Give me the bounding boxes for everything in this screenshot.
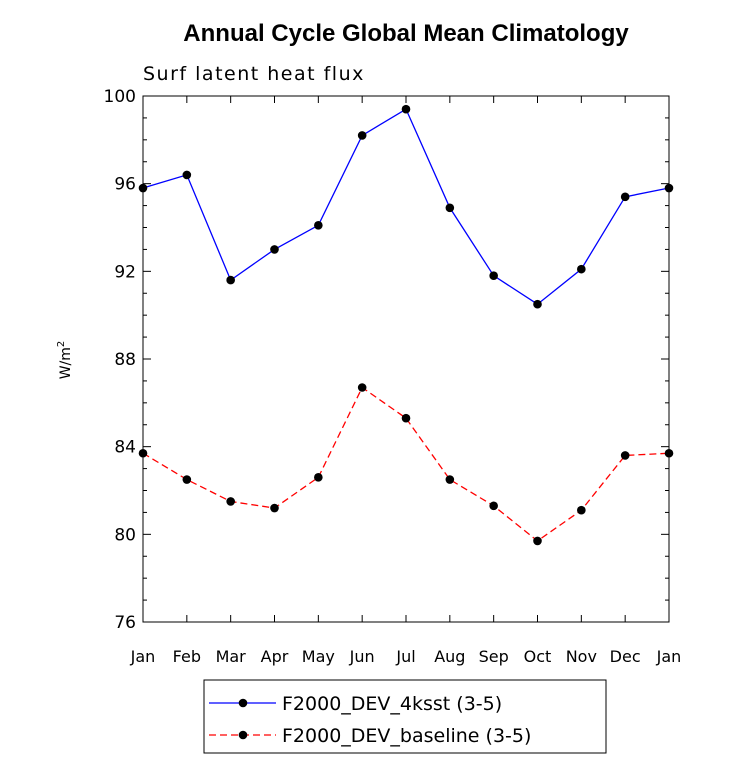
x-tick-label: Sep — [479, 647, 509, 666]
data-point — [664, 448, 674, 458]
y-tick-label: 80 — [114, 525, 136, 545]
data-point — [138, 448, 148, 458]
data-point — [270, 503, 279, 513]
data-point — [182, 170, 192, 180]
y-tick-label: 76 — [114, 613, 136, 633]
x-tick-label: Jun — [349, 647, 375, 666]
data-point — [620, 451, 630, 460]
x-tick-label: Aug — [434, 647, 465, 666]
x-tick-label: Nov — [566, 647, 597, 666]
data-point — [226, 497, 235, 506]
data-point — [445, 475, 455, 484]
x-tick-label: Mar — [216, 647, 247, 666]
data-point — [620, 192, 630, 202]
legend: F2000_DEV_4ksst (3-5) F2000_DEV_baseline … — [203, 679, 607, 754]
data-point — [489, 271, 498, 281]
plot-area: 76 80 84 88 92 96 100 Jan Feb Mar Apr May Jun Jul Aug S… — [104, 87, 682, 666]
data-point — [357, 383, 367, 392]
data-point — [577, 505, 586, 515]
data-point — [401, 413, 411, 423]
y-tick-label: 88 — [114, 350, 136, 370]
svg-text:W/m2: W/m2 — [56, 341, 74, 380]
x-tick-label: Dec — [610, 647, 641, 666]
y-tick-label: 84 — [114, 438, 136, 458]
x-tick-label: Jan — [130, 647, 156, 666]
data-point — [533, 299, 542, 309]
y-axis-label-superscript: 2 — [56, 341, 67, 347]
legend-box — [203, 679, 607, 754]
x-tick-label: Jan — [656, 647, 682, 666]
x-tick-label: Oct — [524, 647, 552, 666]
series-2 — [138, 383, 674, 546]
data-point — [226, 275, 235, 285]
data-point — [314, 473, 323, 482]
data-point — [577, 264, 586, 274]
legend-marker — [238, 730, 248, 740]
x-tick-label: Jul — [395, 647, 415, 666]
series-1 — [138, 104, 674, 309]
x-tick-label: Feb — [173, 647, 201, 666]
y-axis-label: W/m2 — [56, 341, 74, 380]
data-point — [270, 245, 279, 254]
series-layer — [138, 104, 674, 546]
data-point — [445, 203, 455, 213]
y-tick-label: 100 — [104, 87, 136, 107]
legend-label: F2000_DEV_4ksst (3-5) — [282, 693, 502, 715]
data-point — [182, 475, 192, 484]
x-tick-label: Apr — [261, 647, 289, 666]
data-point — [489, 501, 498, 511]
y-tick-label: 92 — [114, 262, 136, 282]
chart-subtitle: Surf latent heat flux — [143, 63, 365, 85]
data-point — [314, 221, 323, 230]
plot-frame — [142, 95, 670, 623]
data-point — [401, 104, 411, 114]
series-line — [142, 108, 670, 306]
legend-marker — [238, 698, 248, 708]
y-axis-label-text: W/m — [58, 347, 74, 379]
series-line — [142, 386, 670, 542]
data-point — [138, 183, 148, 193]
data-point — [533, 536, 542, 546]
x-tick-label: May — [302, 647, 335, 666]
data-point — [357, 131, 367, 140]
data-point — [664, 183, 674, 193]
legend-label: F2000_DEV_baseline (3-5) — [282, 725, 531, 747]
chart-title: Annual Cycle Global Mean Climatology — [183, 20, 629, 47]
y-tick-label: 96 — [114, 175, 136, 195]
